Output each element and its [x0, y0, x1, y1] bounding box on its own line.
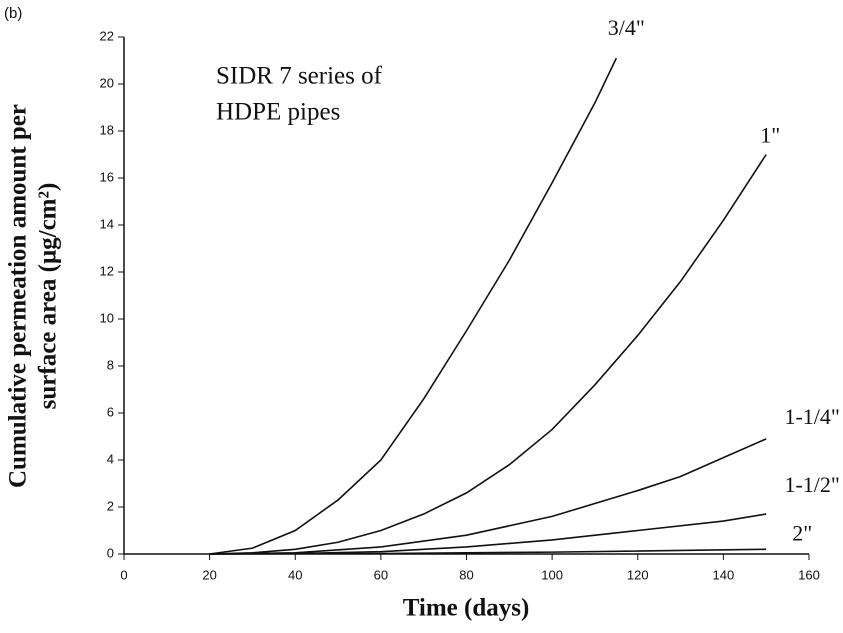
y-tick-label: 14: [100, 216, 114, 231]
x-tick-label: 20: [202, 567, 216, 582]
x-tick-label: 120: [627, 567, 649, 582]
x-tick-label: 80: [459, 567, 473, 582]
series-label: 2": [792, 520, 812, 545]
x-tick-label: 40: [288, 567, 302, 582]
y-axis-label: surface area (μg/cm²): [35, 183, 62, 410]
x-tick-label: 160: [798, 567, 820, 582]
y-tick-label: 6: [107, 404, 114, 419]
y-tick-label: 18: [100, 122, 114, 137]
series-line: [209, 548, 767, 555]
series-line: [209, 513, 767, 555]
annotation: HDPE pipes: [216, 99, 340, 126]
x-tick-label: 60: [374, 567, 388, 582]
series-line: [209, 154, 767, 555]
y-tick-label: 0: [107, 545, 114, 560]
y-tick-label: 16: [100, 169, 114, 184]
panel-label: (b): [4, 5, 22, 22]
series-label: 1": [760, 123, 780, 148]
series-label: 1-1/4": [784, 404, 839, 429]
x-tick-label: 0: [120, 567, 127, 582]
annotation: SIDR 7 series of: [216, 63, 383, 90]
y-tick-label: 10: [100, 310, 114, 325]
y-tick-label: 22: [100, 28, 114, 43]
x-axis-label: Time (days): [403, 595, 530, 622]
x-tick-label: 140: [713, 567, 735, 582]
y-tick-label: 12: [100, 263, 114, 278]
y-tick-label: 4: [107, 451, 114, 466]
y-tick-label: 2: [107, 498, 114, 513]
y-tick-label: 8: [107, 357, 114, 372]
series-label: 1-1/2": [784, 472, 839, 497]
y-tick-label: 20: [100, 75, 114, 90]
series-line: [209, 57, 618, 555]
x-tick-label: 100: [541, 567, 563, 582]
series-line: [209, 438, 767, 555]
series-label: 3/4": [608, 15, 645, 40]
y-axis-label: Cumulative permeation amount per: [5, 104, 32, 488]
